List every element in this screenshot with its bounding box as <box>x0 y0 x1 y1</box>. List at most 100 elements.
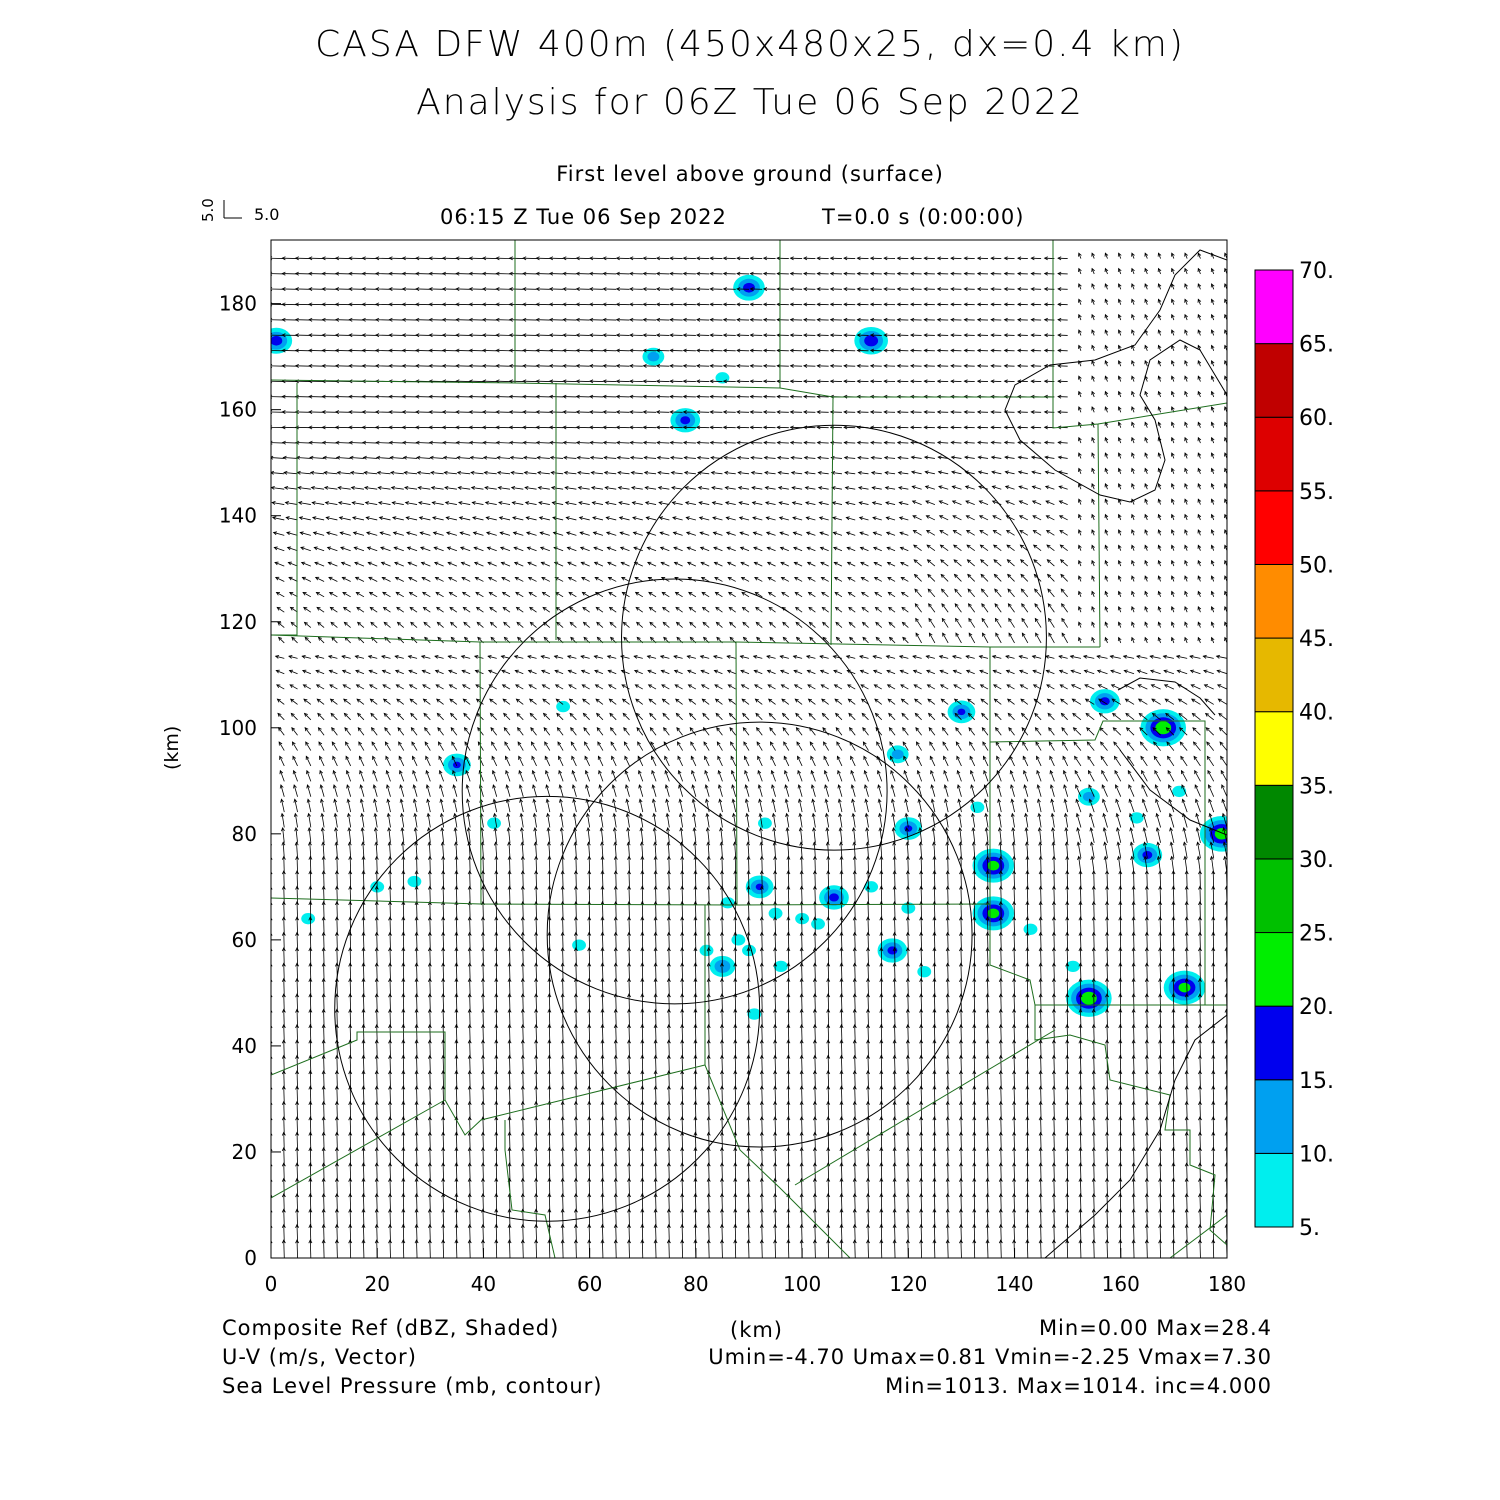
wind-vector <box>342 592 351 598</box>
wind-vector-head <box>692 827 697 832</box>
wind-vector-head <box>281 1239 286 1244</box>
wind-vector <box>429 901 431 920</box>
wind-vector-head <box>328 576 333 581</box>
wind-vector <box>552 502 564 505</box>
wind-vector-head <box>281 841 286 846</box>
wind-vector-head <box>453 827 458 832</box>
wind-vector-head <box>415 302 420 307</box>
wind-vector-head <box>265 637 268 640</box>
wind-vector-head <box>534 916 539 921</box>
wind-vector-head <box>378 516 384 521</box>
wind-vector <box>535 1070 537 1089</box>
vector-scale-horizontal-label: 5.0 <box>254 205 279 224</box>
wind-vector <box>537 457 550 459</box>
wind-vector <box>349 442 364 444</box>
wind-vector-head <box>401 1039 406 1044</box>
wind-vector-head <box>295 977 300 982</box>
wind-vector <box>468 827 471 843</box>
wind-vector <box>721 963 723 982</box>
wind-vector-head <box>475 591 480 596</box>
wind-vector <box>655 886 657 905</box>
wind-vector-head <box>415 410 420 414</box>
wind-vector <box>602 1193 604 1212</box>
wind-vector <box>602 1132 604 1151</box>
wind-vector <box>535 1101 537 1120</box>
wind-vector <box>628 1116 630 1136</box>
wind-vector <box>533 799 537 813</box>
wind-vector-head <box>439 798 444 803</box>
wind-vector-head <box>454 1131 459 1136</box>
wind-vector <box>615 886 617 905</box>
wind-vector-head <box>295 870 300 875</box>
wind-vector-head <box>522 302 527 307</box>
wind-vector <box>630 457 643 459</box>
wind-vector-head <box>388 1100 392 1105</box>
wind-vector-head <box>613 1085 618 1090</box>
wind-vector <box>389 932 391 951</box>
wind-vector-head <box>374 962 379 967</box>
wind-vector-head <box>468 425 473 430</box>
wind-vector <box>681 1024 684 1043</box>
wind-vector <box>567 547 577 552</box>
wind-vector <box>447 562 458 567</box>
wind-vector-head <box>573 1192 578 1198</box>
wind-vector-head <box>689 621 694 626</box>
wind-vector-head <box>374 1054 379 1059</box>
wind-vector-head <box>607 561 612 566</box>
wind-vector-head <box>706 1054 711 1059</box>
wind-vector <box>322 827 325 843</box>
wind-vector <box>314 562 325 567</box>
wind-vector <box>681 1086 684 1105</box>
wind-vector <box>680 827 684 843</box>
wind-vector <box>296 870 298 889</box>
wind-vector <box>309 1132 312 1151</box>
wind-vector-head <box>374 1146 379 1152</box>
wind-vector-head <box>377 501 383 505</box>
wind-vector <box>288 577 298 582</box>
wind-vector-head <box>516 712 521 717</box>
wind-vector-head <box>648 591 653 596</box>
wind-vector-head <box>647 684 653 688</box>
wind-vector <box>482 1009 484 1028</box>
wind-vector-head <box>520 977 525 982</box>
wind-vector <box>400 799 405 813</box>
wind-vector <box>442 886 445 905</box>
wind-vector <box>512 502 524 505</box>
wind-vector <box>495 978 498 997</box>
wind-vector <box>482 1178 484 1197</box>
wind-vector <box>271 703 272 705</box>
wind-vector-head <box>467 870 472 875</box>
wind-vector <box>409 607 418 613</box>
wind-vector-head <box>428 394 433 399</box>
wind-vector <box>336 457 351 459</box>
wind-vector <box>628 1224 630 1243</box>
wind-vector-head <box>452 769 456 775</box>
wind-vector <box>628 1239 630 1258</box>
wind-vector <box>628 842 630 859</box>
wind-vector <box>349 1178 352 1197</box>
wind-vector-head <box>669 271 674 276</box>
wind-vector-head <box>373 812 378 818</box>
wind-vector-head <box>666 1208 671 1213</box>
wind-vector-head <box>573 977 578 982</box>
wind-vector-head <box>373 827 378 832</box>
wind-vector-head <box>547 946 552 952</box>
wind-vector-head <box>414 1008 419 1013</box>
wind-vector <box>655 1163 657 1182</box>
wind-vector <box>694 978 697 997</box>
wind-vector <box>271 519 272 520</box>
wind-vector-head <box>706 1192 711 1198</box>
wind-vector <box>528 684 537 690</box>
wind-vector <box>501 670 511 675</box>
wind-vector <box>440 799 445 813</box>
wind-vector <box>470 457 484 459</box>
wind-vector <box>509 1009 511 1028</box>
wind-vector-head <box>472 531 478 536</box>
wind-vector-head <box>591 501 596 505</box>
wind-vector <box>604 472 617 475</box>
wind-vector-head <box>627 946 631 952</box>
wind-vector <box>309 1009 312 1028</box>
wind-vector <box>641 886 644 905</box>
wind-vector-head <box>271 516 277 520</box>
wind-vector <box>416 442 431 444</box>
